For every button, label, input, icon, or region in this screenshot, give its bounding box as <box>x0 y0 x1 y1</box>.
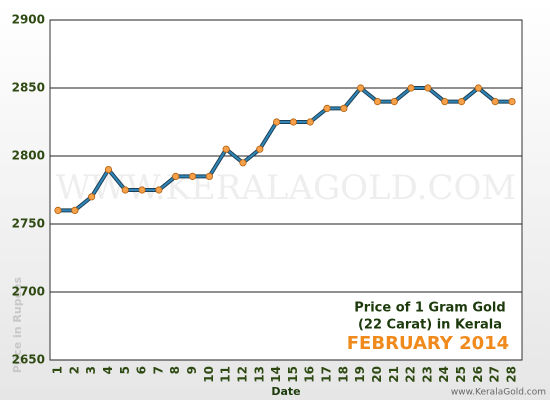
point <box>441 98 449 106</box>
point <box>188 172 197 180</box>
y-axis-label: Price in Rupees <box>11 276 24 373</box>
point <box>155 186 163 194</box>
x-tick-label: 1 <box>51 366 65 374</box>
x-axis-label: Date <box>271 385 300 398</box>
point <box>340 104 348 113</box>
point <box>357 84 365 92</box>
point <box>121 186 129 194</box>
x-tick-label: 22 <box>404 366 418 383</box>
footer: www.KeralaGold.com <box>451 388 546 398</box>
x-tick-label: 26 <box>471 366 485 383</box>
chart-period: FEBRUARY 2014 <box>347 333 509 354</box>
point <box>289 118 298 126</box>
x-tick-label: 28 <box>505 366 519 383</box>
y-tick-label: 2650 <box>12 353 45 367</box>
x-tick-label: 18 <box>336 366 350 383</box>
x-tick-label: 21 <box>387 366 401 383</box>
point <box>508 98 516 106</box>
point <box>323 104 331 113</box>
x-tick-label: 20 <box>370 366 384 383</box>
x-tick-label: 13 <box>252 366 266 383</box>
point <box>222 145 230 153</box>
point <box>71 206 79 214</box>
point <box>390 98 398 106</box>
chart-title: Price of 1 Gram Gold <box>354 301 505 316</box>
chart-subtitle: (22 Carat) in Kerala <box>358 318 502 333</box>
point <box>54 206 62 214</box>
point <box>138 186 146 194</box>
line <box>58 86 512 212</box>
point <box>491 98 499 106</box>
point <box>373 98 382 106</box>
x-tick-label: 11 <box>219 366 233 383</box>
x-tick-label: 4 <box>101 366 115 374</box>
y-tick-label: 2700 <box>12 285 45 299</box>
x-tick-label: 14 <box>269 366 283 383</box>
y-tick-label: 2800 <box>12 149 45 163</box>
point <box>424 84 432 92</box>
x-tick-label: 10 <box>202 366 216 383</box>
point <box>306 118 314 126</box>
point <box>88 193 96 201</box>
x-tick-label: 3 <box>84 366 98 374</box>
x-tick-label: 16 <box>303 366 317 383</box>
point <box>474 84 482 92</box>
x-tick-label: 2 <box>67 366 81 374</box>
x-tick-label: 8 <box>168 366 182 374</box>
point <box>457 98 466 106</box>
x-tick-label: 27 <box>488 366 502 383</box>
x-tick-label: 5 <box>118 366 132 374</box>
x-tick-label: 7 <box>151 366 165 374</box>
y-tick-label: 2750 <box>12 217 45 231</box>
x-tick-label: 19 <box>353 366 367 383</box>
point <box>256 145 264 153</box>
point <box>104 166 113 174</box>
x-tick-label: 23 <box>420 366 434 383</box>
x-tick-label: 25 <box>454 366 468 383</box>
point <box>407 84 415 92</box>
x-tick-label: 6 <box>135 366 149 374</box>
y-tick-label: 2900 <box>12 13 45 27</box>
point <box>272 118 281 126</box>
x-tick-label: 15 <box>286 366 300 383</box>
x-tick-label: 24 <box>437 366 451 383</box>
point <box>239 159 247 167</box>
point <box>205 172 213 180</box>
x-tick-label: 9 <box>185 366 199 374</box>
point <box>172 172 180 180</box>
y-tick-label: 2850 <box>12 81 45 95</box>
x-tick-label: 12 <box>235 366 249 383</box>
x-tick-label: 17 <box>320 366 334 383</box>
